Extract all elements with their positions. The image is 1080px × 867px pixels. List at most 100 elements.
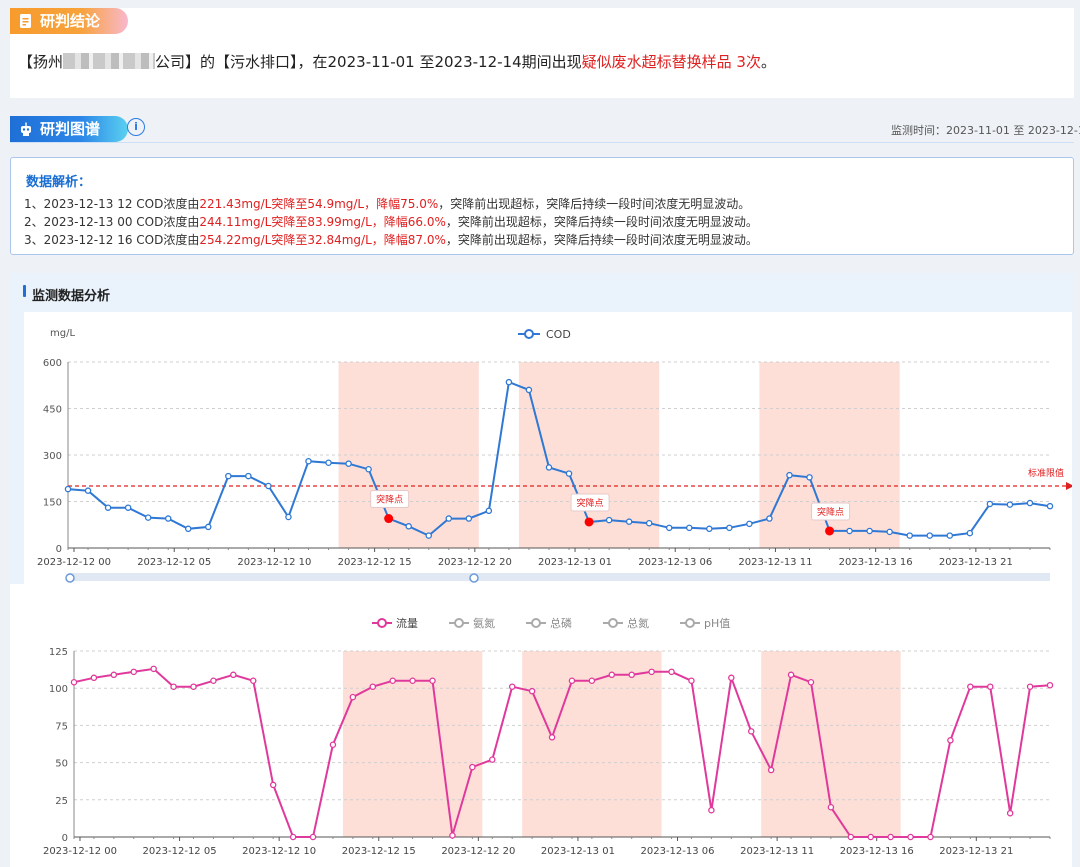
- data-point: [706, 525, 713, 533]
- legend-swatch-dot: [685, 618, 695, 628]
- cod-chart-card: 0 150 300 450 600 2023-12-12 00 2023-12-12 05 2…: [24, 312, 1072, 584]
- data-point: [726, 524, 733, 532]
- conclusion-tag: 研判结论: [10, 8, 128, 34]
- graph-header: 研判图谱 i 监测时间：2023-11-01 至 2023-12-14: [10, 114, 1080, 143]
- data-point: [329, 741, 337, 748]
- y-tick-label: 300: [43, 451, 62, 462]
- y-tick-label: 0: [62, 833, 68, 844]
- data-point: [746, 520, 753, 528]
- data-point: [389, 677, 396, 685]
- data-point: [548, 734, 556, 741]
- x-tick-label: 2023-12-13 01: [538, 557, 612, 568]
- data-point: [449, 832, 456, 839]
- drop-point: [584, 517, 594, 527]
- data-point: [369, 683, 377, 690]
- data-point: [986, 683, 994, 690]
- limit-label: 标准限值: [1028, 467, 1064, 479]
- data-point: [250, 677, 257, 685]
- y-tick-label: 150: [43, 498, 62, 509]
- x-tick-label: 2023-12-12 20: [438, 557, 512, 568]
- section-marker: [23, 285, 26, 297]
- x-tick-label: 2023-12-12 15: [338, 557, 412, 568]
- analysis-item: 1、2023-12-13 12 COD浓度由221.43mg/L突降至54.9m…: [24, 197, 751, 211]
- x-tick-label: 2023-12-13 01: [541, 846, 615, 857]
- x-tick-label: 2023-12-13 21: [939, 557, 1013, 568]
- data-point: [946, 532, 954, 539]
- y-tick-label: 600: [43, 358, 62, 369]
- legend-swatch-dot: [377, 618, 387, 628]
- data-point: [767, 766, 775, 774]
- data-point: [405, 523, 412, 530]
- data-point: [1006, 501, 1014, 508]
- data-point: [130, 668, 138, 676]
- data-point: [1046, 502, 1054, 510]
- data-point: [887, 833, 894, 841]
- data-point: [866, 527, 873, 535]
- data-point: [508, 683, 516, 690]
- drop-callout: [811, 502, 851, 521]
- data-point: [525, 386, 533, 394]
- data-point: [688, 677, 695, 685]
- data-point: [349, 693, 357, 701]
- monitor-time: 监测时间：2023-11-01 至 2023-12-14: [891, 124, 1080, 137]
- data-point: [608, 671, 616, 679]
- analysis-title: 数据解析：: [26, 175, 92, 190]
- data-point: [728, 674, 735, 682]
- legend-swatch-dot: [531, 618, 541, 628]
- data-point: [365, 466, 372, 473]
- data-point: [164, 515, 172, 522]
- legend-label: pH值: [704, 617, 730, 630]
- data-point: [110, 671, 118, 679]
- robot-icon: [18, 119, 34, 136]
- data-point: [205, 523, 212, 531]
- y-tick-label: 25: [55, 796, 68, 807]
- data-point: [265, 482, 272, 490]
- data-point: [588, 677, 596, 685]
- data-point: [568, 677, 576, 685]
- x-tick-label: 2023-12-13 06: [638, 557, 712, 568]
- data-point: [429, 677, 436, 685]
- legend-swatch-dot: [454, 618, 464, 628]
- y-tick-label: 0: [56, 544, 62, 555]
- analysis-card: 数据解析： 1、2023-12-13 12 COD浓度由221.43mg/L突降…: [10, 157, 1074, 255]
- legend-label: 流量: [396, 616, 418, 630]
- graph-tag: 研判图谱: [10, 116, 128, 142]
- data-point: [225, 472, 232, 480]
- drop-point: [825, 526, 835, 536]
- data-point: [230, 671, 237, 679]
- drop-label: 突降点: [376, 494, 403, 506]
- data-point: [469, 763, 476, 771]
- data-point: [485, 507, 493, 515]
- data-point: [409, 677, 416, 685]
- data-point: [425, 532, 432, 539]
- data-point: [465, 515, 473, 522]
- data-point: [967, 683, 974, 690]
- data-point: [528, 687, 536, 695]
- x-tick-label: 2023-12-12 15: [342, 846, 416, 857]
- data-point: [827, 803, 835, 811]
- data-point: [906, 532, 913, 539]
- y-axis-unit: mg/L: [50, 328, 75, 339]
- data-point: [766, 515, 773, 522]
- data-point: [668, 668, 675, 676]
- x-tick-label: 2023-12-12 20: [441, 846, 515, 857]
- data-point: [489, 756, 496, 763]
- data-point: [1006, 809, 1014, 817]
- limit-arrow: [1066, 482, 1072, 490]
- data-point: [605, 516, 613, 524]
- graph-tag-label: 研判图谱: [40, 120, 101, 138]
- info-icon[interactable]: i: [127, 118, 145, 136]
- data-point: [305, 457, 312, 465]
- data-point: [190, 683, 197, 690]
- cod-chart: 0 150 300 450 600 2023-12-12 00 2023-12-12 05 2…: [37, 328, 1072, 583]
- x-tick-label: 2023-12-13 06: [641, 846, 715, 857]
- data-point: [886, 528, 893, 536]
- data-point: [170, 683, 177, 690]
- data-point: [787, 671, 795, 679]
- x-tick-label: 2023-12-12 00: [43, 846, 117, 857]
- data-point: [907, 833, 914, 841]
- anomaly-band: [338, 362, 479, 548]
- data-point: [686, 524, 693, 532]
- data-point: [289, 833, 297, 841]
- x-tick-label: 2023-12-12 10: [242, 846, 316, 857]
